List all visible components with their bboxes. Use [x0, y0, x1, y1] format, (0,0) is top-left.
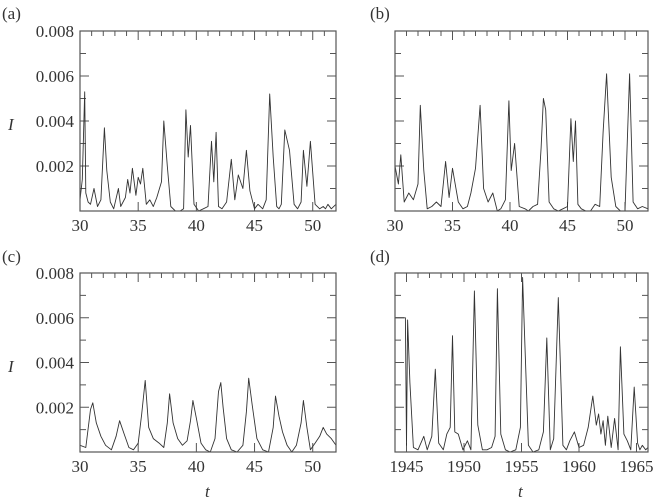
plot-frame [79, 272, 337, 453]
panel-label-a: (a) [2, 4, 21, 23]
panel-label-c: (c) [2, 247, 21, 266]
time-series-line [395, 277, 649, 453]
time-series-line [79, 91, 337, 212]
panel-d: 1945 1950 1955 1960 1965 [390, 272, 654, 476]
x-tick-label: 1960 [562, 457, 596, 476]
x-tick-label: 40 [188, 457, 205, 476]
x-tick-label: 30 [72, 216, 89, 235]
y-axis-label-a: I [7, 115, 15, 134]
time-series-line [79, 377, 337, 453]
x-tick-label: 35 [130, 216, 147, 235]
x-tick-label: 30 [72, 457, 89, 476]
panel-label-b: (b) [370, 4, 390, 23]
y-tick-label: 0.006 [36, 309, 74, 328]
y-tick-label: 0.002 [36, 398, 74, 417]
y-axis-label-c: I [7, 357, 15, 376]
x-tick-label: 40 [502, 216, 519, 235]
x-tick-label: 30 [387, 216, 404, 235]
panel-a: 30 35 40 45 50 0.002 0.004 0.006 0.008 [36, 22, 337, 235]
plot-frame [394, 272, 649, 453]
panel-b: 30 35 40 45 50 [387, 30, 649, 235]
y-tick-label: 0.004 [36, 354, 75, 373]
y-tick-label: 0.006 [36, 67, 74, 86]
x-tick-label: 50 [304, 216, 321, 235]
x-tick-label: 50 [304, 457, 321, 476]
x-tick-label: 35 [130, 457, 147, 476]
x-axis-label-c: t [205, 482, 211, 501]
y-tick-label: 0.008 [36, 264, 74, 283]
plot-frame [394, 30, 649, 212]
plot-frame [79, 30, 337, 212]
x-tick-label: 1955 [505, 457, 539, 476]
x-tick-label: 45 [246, 216, 263, 235]
panel-label-d: (d) [370, 247, 390, 266]
x-tick-label: 35 [444, 216, 461, 235]
y-tick-label: 0.002 [36, 157, 74, 176]
panel-c: 30 35 40 45 50 0.002 0.004 0.006 0.008 [36, 264, 337, 476]
x-tick-label: 1965 [620, 457, 654, 476]
x-tick-label: 45 [246, 457, 263, 476]
y-tick-label: 0.008 [36, 22, 74, 41]
x-tick-label: 1945 [390, 457, 424, 476]
x-tick-label: 1950 [447, 457, 481, 476]
x-tick-label: 50 [617, 216, 634, 235]
x-tick-label: 45 [559, 216, 576, 235]
y-tick-label: 0.004 [36, 112, 75, 131]
x-axis-label-d: t [518, 482, 524, 501]
time-series-line [394, 73, 649, 212]
x-tick-label: 40 [188, 216, 205, 235]
